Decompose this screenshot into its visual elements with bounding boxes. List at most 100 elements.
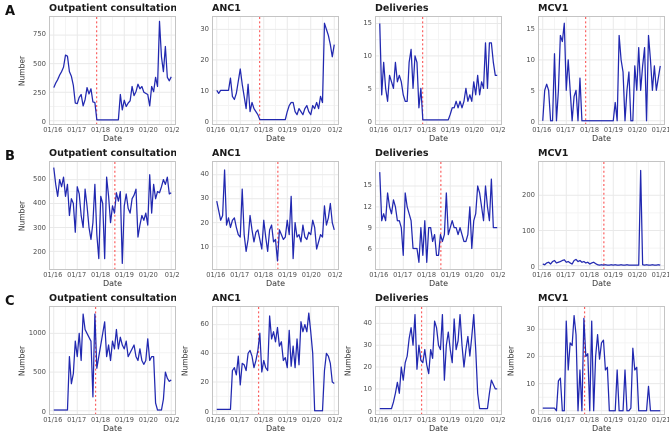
x-tick-label: 01/16 xyxy=(532,271,552,279)
y-tick-labels: 0 10 20 30 40 xyxy=(353,306,375,416)
x-tick-labels: 01/16 01/17 01/18 01/19 01/20 01/2 xyxy=(43,125,179,134)
x-tick-label: 01/21 xyxy=(651,271,669,279)
x-tick-label: 01/2 xyxy=(164,271,180,279)
data-line xyxy=(543,171,661,266)
chart-panel-c-mcv1: MCV1 Number 0 10 20 30 01/16 01/17 01/18 01/19 01/… xyxy=(506,290,669,435)
data-line xyxy=(217,170,335,261)
y-axis-label-area xyxy=(343,16,353,125)
y-tick-labels: 0 5 10 15 xyxy=(353,16,375,126)
chart-title: MCV1 xyxy=(538,148,569,159)
y-axis-label-area xyxy=(343,161,353,270)
y-tick-label: 500 xyxy=(33,368,46,377)
x-tick-label: 01/16 xyxy=(43,126,63,134)
y-tick-label: 0 xyxy=(204,407,209,416)
y-tick-label: 0 xyxy=(367,407,372,416)
y-tick-label: 12 xyxy=(363,202,372,211)
y-tick-label: 0 xyxy=(367,117,372,126)
y-axis-label-area: Number xyxy=(343,306,353,415)
panel-svg xyxy=(538,161,665,270)
plot-area xyxy=(212,161,339,270)
x-tick-label: 01/19 xyxy=(277,416,297,424)
chart-panel-a-mcv1: MCV1 0 5 10 15 01/16 01/17 01/18 01/19 01/20 01/21… xyxy=(506,0,669,145)
x-tick-label: 01/17 xyxy=(67,126,87,134)
x-tick-label: 01/2 xyxy=(490,126,506,134)
x-tick-label: 01/18 xyxy=(580,416,600,424)
x-tick-labels: 01/16 01/17 01/18 01/19 01/20 01/2 xyxy=(369,415,505,424)
chart-body: Number 200 300 400 500 xyxy=(17,161,176,270)
x-tick-label: 01/18 xyxy=(417,416,437,424)
panel-svg xyxy=(538,16,665,125)
plot-area xyxy=(375,161,502,270)
y-axis-label-area xyxy=(180,161,190,270)
x-tick-labels: 01/16 01/17 01/18 01/19 01/20 01/2 xyxy=(43,415,179,424)
chart-body: 0 5 10 15 xyxy=(506,16,665,126)
chart-title: Outpatient consultations xyxy=(49,3,176,14)
y-tick-label: 200 xyxy=(33,248,46,257)
data-line xyxy=(54,314,172,410)
y-tick-label: 10 xyxy=(200,243,209,252)
x-tick-label: 01/18 xyxy=(91,126,111,134)
x-tick-label: 01/18 xyxy=(91,416,111,424)
x-axis-label: Date xyxy=(428,134,449,143)
chart-title: Deliveries xyxy=(375,3,429,14)
x-tick-label: 01/17 xyxy=(556,416,576,424)
x-tick-label: 01/16 xyxy=(43,271,63,279)
row-label: A xyxy=(5,4,16,19)
x-tick-label: 01/20 xyxy=(464,126,484,134)
x-axis-label: Date xyxy=(591,134,612,143)
x-tick-label: 01/17 xyxy=(393,416,413,424)
y-tick-label: 40 xyxy=(200,170,209,179)
data-line xyxy=(380,23,498,119)
x-axis-label: Date xyxy=(102,424,123,433)
x-tick-label: 01/19 xyxy=(440,416,460,424)
y-tick-label: 0 xyxy=(204,117,209,126)
x-axis-label: Date xyxy=(591,279,612,288)
chart-title: ANC1 xyxy=(212,148,241,159)
chart-title: Deliveries xyxy=(375,293,429,304)
chart-title: Outpatient consultations xyxy=(49,293,176,304)
plot-area xyxy=(212,16,339,125)
figure-row: A Outpatient consultations Number 0 250 500 75… xyxy=(0,0,669,145)
y-tick-labels: 200 300 400 500 xyxy=(27,161,49,270)
y-axis-label-area: Number xyxy=(17,16,27,125)
x-tick-label: 01/19 xyxy=(277,271,297,279)
y-axis-label-area: Number xyxy=(17,161,27,270)
x-tick-labels: 01/16 01/17 01/18 01/19 01/20 01/2 xyxy=(43,270,179,279)
chart-body: 0 10 20 30 xyxy=(180,16,339,126)
figure-row: B Outpatient consultations Number 200 300 400… xyxy=(0,145,669,290)
panel-svg xyxy=(212,16,339,125)
plot-area xyxy=(375,306,502,415)
figure-row: C Outpatient consultations Number 0 500 1000 0… xyxy=(0,290,669,435)
chart-panel-c-deliveries: Deliveries Number 0 10 20 30 40 01/16 01/17 01/18… xyxy=(343,290,506,435)
panel-svg xyxy=(375,161,502,270)
x-tick-label: 01/20 xyxy=(301,416,321,424)
chart-panel-a-deliveries: Deliveries 0 5 10 15 01/16 01/17 01/18 01/19 01/2… xyxy=(343,0,506,145)
data-line xyxy=(54,21,172,120)
data-line xyxy=(54,168,172,264)
chart-panel-c-outpatient: Outpatient consultations Number 0 500 1000 01… xyxy=(17,290,180,435)
x-axis-label: Date xyxy=(102,134,123,143)
x-tick-label: 01/19 xyxy=(440,271,460,279)
y-tick-label: 10 xyxy=(526,55,535,64)
panel-svg xyxy=(49,306,176,415)
plot-area xyxy=(375,16,502,125)
x-tick-label: 01/16 xyxy=(43,416,63,424)
chart-panel-b-anc1: ANC1 10 20 30 40 01/16 01/17 01/18 01/19 01/20 01/… xyxy=(180,145,343,290)
x-tick-label: 01/18 xyxy=(91,271,111,279)
y-tick-labels: 6 9 12 15 xyxy=(353,161,375,270)
y-axis-label: Number xyxy=(17,345,27,376)
y-tick-label: 10 xyxy=(526,380,535,389)
chart-body: Number 0 10 20 30 xyxy=(506,306,665,416)
x-tick-label: 01/19 xyxy=(114,416,134,424)
x-tick-label: 01/2 xyxy=(327,271,343,279)
x-tick-label: 01/18 xyxy=(254,271,274,279)
x-tick-label: 01/17 xyxy=(393,271,413,279)
x-tick-label: 01/16 xyxy=(369,416,389,424)
y-tick-label: 0 xyxy=(530,117,535,126)
x-tick-label: 01/16 xyxy=(369,126,389,134)
x-tick-label: 01/16 xyxy=(206,271,226,279)
chart-title: Deliveries xyxy=(375,148,429,159)
y-tick-label: 10 xyxy=(200,86,209,95)
x-tick-label: 01/17 xyxy=(556,126,576,134)
x-tick-labels: 01/16 01/17 01/18 01/19 01/20 01/2 xyxy=(206,415,342,424)
